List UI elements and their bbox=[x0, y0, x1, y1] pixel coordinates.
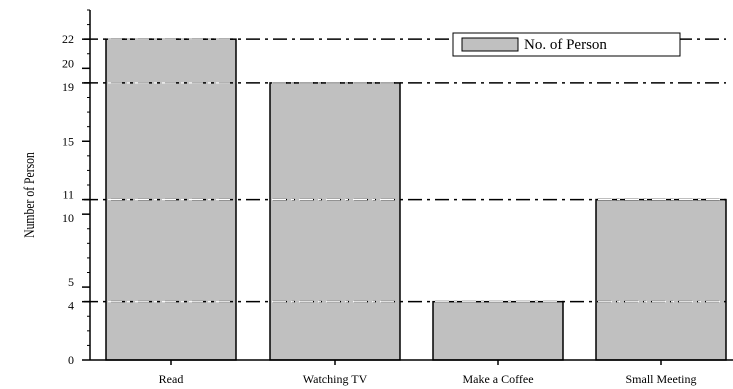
y-tick-label: 15 bbox=[62, 134, 74, 148]
y-tick-label: 22 bbox=[62, 32, 74, 46]
y-tick-label: 0 bbox=[68, 353, 74, 367]
y-axis-label: Number of Person bbox=[21, 152, 38, 238]
y-tick-label: 20 bbox=[62, 56, 74, 70]
x-tick-label: Small Meeting bbox=[626, 372, 697, 386]
x-tick-label: Read bbox=[159, 372, 184, 386]
legend: No. of Person bbox=[452, 32, 681, 57]
reference-lines bbox=[84, 38, 726, 303]
y-tick-label: 5 bbox=[68, 275, 74, 289]
legend-swatch bbox=[461, 37, 519, 52]
x-tick-label: Make a Coffee bbox=[462, 372, 533, 386]
y-tick-label: 10 bbox=[62, 211, 74, 225]
x-tick-label: Watching TV bbox=[303, 372, 368, 386]
y-tick-label: 19 bbox=[62, 80, 74, 94]
bar-small-meeting bbox=[595, 198, 727, 361]
bar-make-a-coffee bbox=[432, 300, 564, 361]
y-tick-label: 11 bbox=[62, 188, 74, 202]
axes: 0 4 5 10 11 15 19 20 22 Read Watching TV Make a Cof… bbox=[62, 9, 733, 386]
bar-watching-tv bbox=[269, 82, 401, 361]
legend-label: No. of Person bbox=[524, 37, 607, 53]
y-tick-label: 4 bbox=[68, 299, 74, 313]
